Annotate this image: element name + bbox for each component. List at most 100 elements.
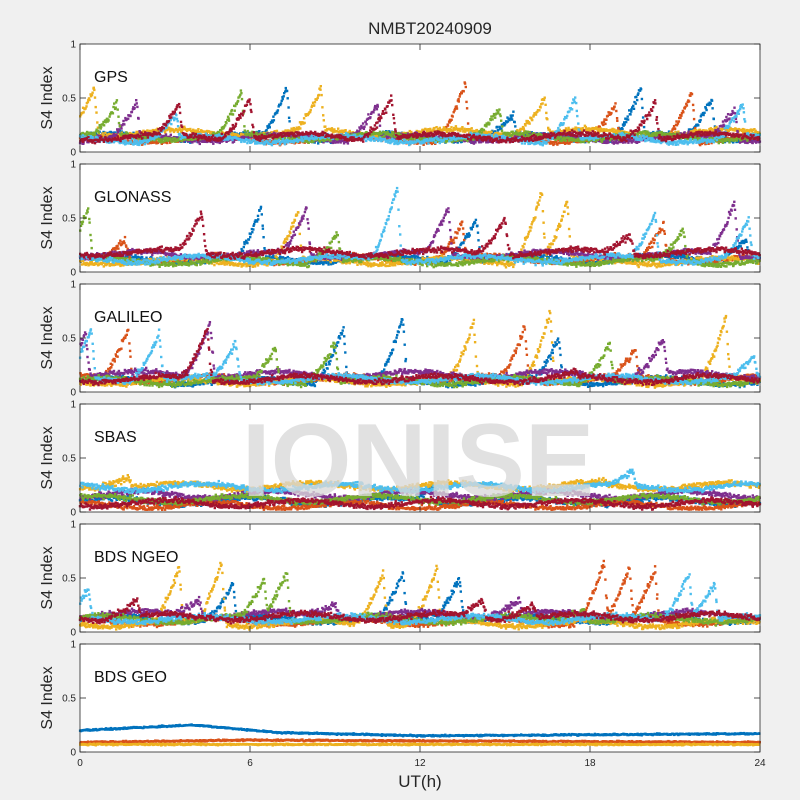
data-point (320, 93, 323, 97)
data-point (547, 126, 550, 130)
data-point (470, 129, 473, 133)
data-point (270, 121, 273, 124)
data-point (367, 113, 370, 116)
data-point (309, 110, 312, 114)
data-point (546, 118, 549, 121)
data-point (472, 138, 475, 141)
data-point (304, 114, 308, 117)
data-point (699, 118, 702, 122)
data-point (717, 127, 720, 131)
data-point (415, 129, 418, 133)
data-point (681, 109, 685, 113)
data-point (707, 142, 710, 145)
data-point (164, 141, 167, 144)
data-point (117, 128, 121, 131)
data-point (581, 127, 584, 130)
data-point (343, 130, 347, 133)
data-point (96, 126, 100, 129)
data-point (588, 130, 591, 133)
data-point (290, 127, 293, 130)
data-point (604, 122, 607, 126)
data-point (299, 127, 302, 130)
data-point (459, 129, 462, 133)
data-point (341, 130, 345, 134)
data-point (457, 98, 460, 101)
data-point (725, 115, 728, 119)
data-point (652, 130, 655, 134)
data-point (168, 126, 171, 130)
data-point (294, 136, 297, 139)
data-point (375, 108, 379, 111)
data-point (84, 107, 87, 110)
data-point (320, 140, 324, 143)
data-point (166, 141, 169, 145)
data-point (693, 127, 697, 130)
data-point (178, 128, 182, 132)
data-point (330, 141, 333, 144)
data-point (346, 142, 350, 145)
data-point (545, 111, 548, 115)
data-point (129, 114, 132, 118)
data-point (680, 114, 683, 117)
data-point (615, 109, 618, 113)
data-point (568, 142, 571, 145)
data-point (255, 131, 258, 134)
data-point (523, 129, 526, 132)
data-point (538, 109, 541, 112)
data-point (711, 107, 714, 110)
data-point (491, 118, 494, 121)
data-point (478, 138, 482, 142)
data-point (613, 105, 616, 108)
data-point (275, 129, 279, 133)
data-point (376, 105, 379, 108)
data-point (425, 128, 428, 131)
data-point (698, 120, 702, 123)
data-point (493, 130, 497, 133)
data-point (256, 132, 259, 136)
data-point (282, 95, 285, 98)
data-point (468, 131, 471, 134)
data-point (454, 125, 458, 128)
data-point (416, 142, 420, 145)
data-point (548, 142, 552, 145)
data-point (91, 91, 94, 94)
data-point (482, 128, 486, 132)
data-point (625, 120, 628, 124)
data-point (117, 121, 121, 125)
data-point (427, 128, 430, 131)
data-point (316, 96, 319, 100)
data-point (628, 109, 631, 112)
data-point (432, 128, 435, 132)
data-point (550, 142, 554, 145)
data-point (110, 131, 113, 134)
data-point (608, 113, 611, 116)
data-point (522, 127, 525, 130)
data-point (602, 123, 605, 127)
data-point (97, 131, 100, 134)
data-point (285, 89, 289, 93)
data-point (508, 117, 512, 120)
data-point (610, 111, 613, 115)
data-point (463, 82, 467, 85)
data-point (584, 128, 588, 131)
data-point (420, 130, 423, 133)
data-point (311, 104, 314, 107)
data-point (600, 121, 604, 124)
data-point (469, 128, 472, 131)
data-point (528, 130, 531, 134)
data-point (240, 92, 243, 95)
data-point (107, 119, 110, 122)
data-point (475, 128, 479, 132)
data-point (330, 127, 334, 130)
data-point (239, 89, 243, 92)
data-point (122, 119, 125, 123)
data-point (712, 117, 715, 121)
data-point (230, 134, 234, 137)
data-point (312, 140, 315, 143)
data-point (735, 120, 738, 124)
data-point (87, 97, 91, 100)
data-point (460, 92, 463, 95)
data-point (279, 103, 282, 107)
data-point (464, 130, 467, 133)
data-point (127, 117, 130, 120)
